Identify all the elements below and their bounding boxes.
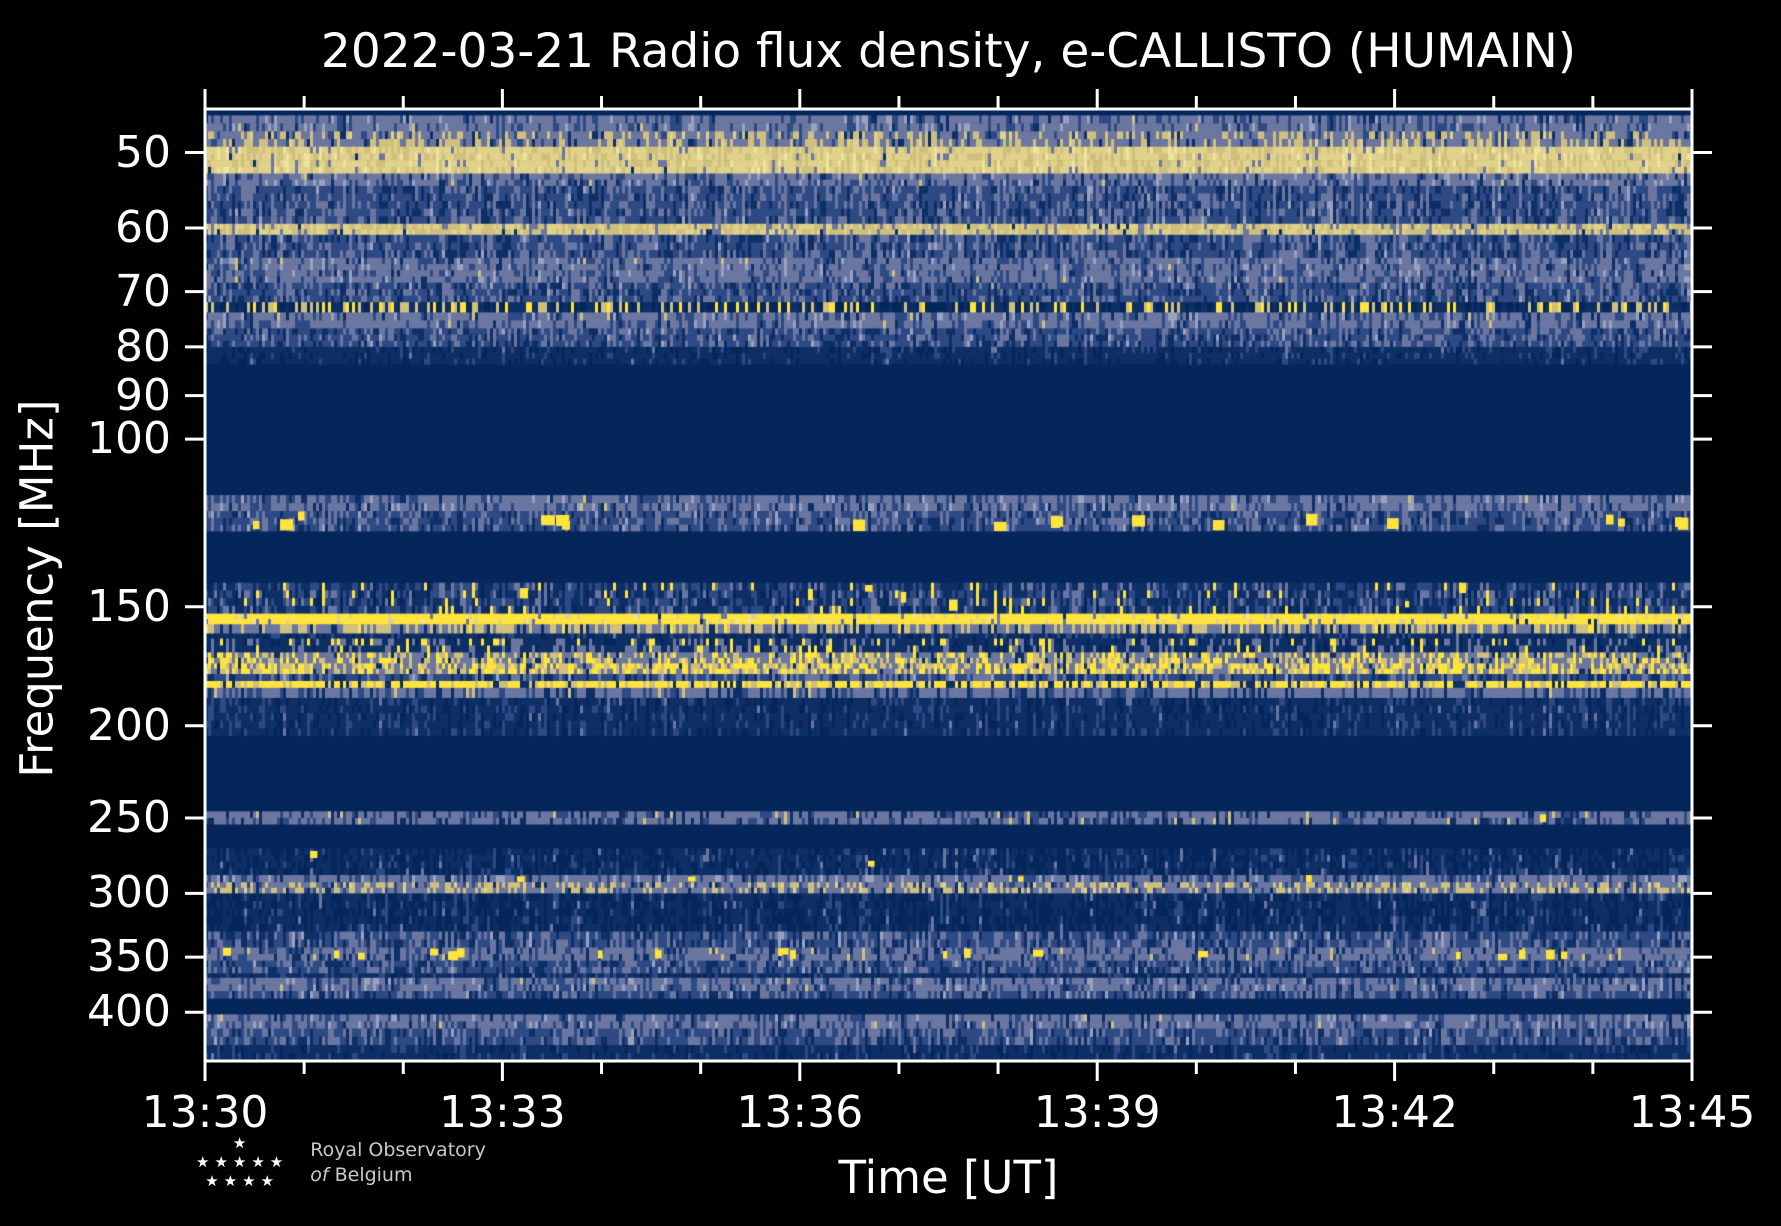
y-tick-label: 150 <box>87 580 171 632</box>
x-tick-label: 13:45 <box>1628 1087 1756 1138</box>
rob-logo: ★ ★ ★ ★ ★ ★ ★ ★ ★ ★ Royal Observatory of B… <box>196 1134 486 1191</box>
x-tick-label: 13:33 <box>438 1087 566 1138</box>
y-tick-label: 90 <box>115 369 171 421</box>
y-axis-title: Frequency [MHz] <box>10 399 64 778</box>
rob-logo-line2: of Belgium <box>310 1163 413 1186</box>
y-tick-label: 400 <box>87 986 171 1038</box>
y-tick-label: 200 <box>87 699 171 751</box>
star-row-icon: ★ <box>232 1134 248 1152</box>
x-tick-label: 13:42 <box>1331 1087 1458 1138</box>
x-axis-title: Time [UT] <box>838 1151 1059 1204</box>
y-tick-label: 100 <box>87 413 171 465</box>
y-tick-label: 50 <box>115 126 171 178</box>
y-tick-label: 300 <box>87 867 171 919</box>
rob-logo-stars-icon: ★ ★ ★ ★ ★ ★ ★ ★ ★ ★ <box>196 1134 284 1191</box>
y-tick-label: 70 <box>115 265 171 317</box>
chart-title: 2022-03-21 Radio flux density, e-CALLIST… <box>320 24 1577 79</box>
y-tick-label: 350 <box>87 931 171 983</box>
spectrogram-canvas <box>205 109 1692 1061</box>
rob-logo-text: Royal Observatory of Belgium <box>310 1138 486 1188</box>
y-tick-label: 250 <box>87 791 171 843</box>
y-tick-label: 80 <box>115 320 171 372</box>
x-tick-label: 13:36 <box>736 1087 864 1138</box>
star-row-icon: ★ ★ ★ ★ <box>205 1172 275 1190</box>
y-tick-label: 60 <box>115 201 171 253</box>
rob-logo-line1: Royal Observatory <box>310 1138 486 1161</box>
x-tick-label: 13:39 <box>1033 1087 1161 1138</box>
star-row-icon: ★ ★ ★ ★ ★ <box>196 1153 285 1171</box>
x-tick-label: 13:30 <box>141 1087 269 1138</box>
